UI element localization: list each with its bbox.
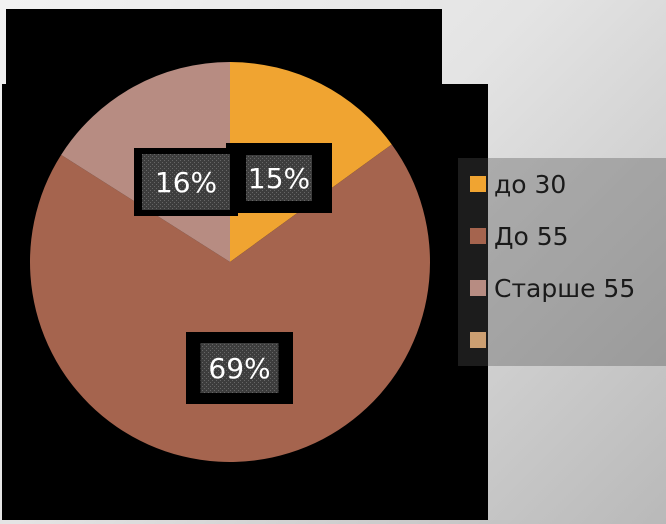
legend-item-starshe-55: Старше 55 [458,268,635,308]
data-label-text-do-55: 69% [208,352,270,385]
legend-label-do-55: До 55 [494,221,569,251]
legend-swatch-do-55 [470,228,486,244]
data-label-text-do-30: 15% [248,162,310,195]
pie-slice-do-55 [29,144,430,462]
legend-swatch-empty [470,332,486,348]
legend-swatch-do-30 [470,176,486,192]
data-label-do-30: 15% [226,143,332,213]
legend-item-empty [458,320,494,360]
legend-item-do-30: до 30 [458,164,566,204]
legend-item-do-55: До 55 [458,216,569,256]
legend-label-do-30: до 30 [494,169,567,199]
data-label-text-starshe-55: 16% [155,166,217,199]
legend-swatch-starshe-55 [470,280,486,296]
data-label-starshe-55: 16% [134,148,238,216]
data-label-do-55: 69% [186,332,293,404]
legend-label-starshe-55: Старше 55 [494,273,636,303]
legend: до 30 До 55 Старше 55 [458,158,666,366]
